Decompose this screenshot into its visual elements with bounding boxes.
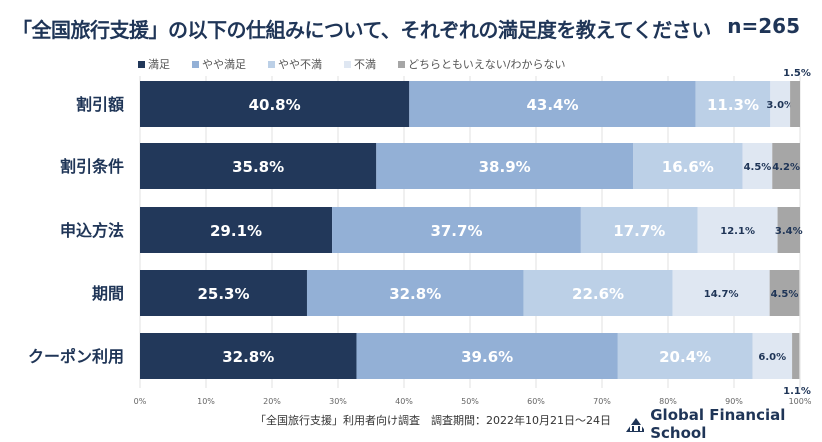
bar-segment xyxy=(140,270,307,316)
bar-segment xyxy=(792,333,800,379)
data-label: 20.4% xyxy=(659,348,711,366)
data-label: 6.0% xyxy=(758,352,786,363)
x-tick-label: 40% xyxy=(395,397,413,406)
bar-segment xyxy=(580,207,698,253)
x-tick-label: 50% xyxy=(461,397,479,406)
bar-segment xyxy=(790,81,800,127)
bar-segment xyxy=(617,333,753,379)
bar-segment xyxy=(140,81,410,127)
school-logo-icon xyxy=(626,418,645,432)
bar-segment xyxy=(332,207,581,253)
data-label: 17.7% xyxy=(613,222,665,240)
data-label: 32.8% xyxy=(222,348,274,366)
category-label: 申込方法 xyxy=(60,221,124,240)
legend-label: 不満 xyxy=(354,58,376,71)
legend-label: 満足 xyxy=(148,58,170,71)
legend-swatch xyxy=(192,61,199,68)
data-label: 11.3% xyxy=(707,96,759,114)
legend-label: どちらともいえない/わからない xyxy=(408,58,566,71)
data-label: 4.2% xyxy=(772,162,800,173)
legend-label: やや不満 xyxy=(278,58,322,71)
legend-swatch xyxy=(398,61,405,68)
x-tick-label: 30% xyxy=(329,397,347,406)
bar-segment xyxy=(409,81,696,127)
data-label: 3.0% xyxy=(766,100,794,111)
data-label: 22.6% xyxy=(572,285,624,303)
data-label: 14.7% xyxy=(704,289,739,300)
category-label: 期間 xyxy=(92,284,124,303)
bar-segment xyxy=(697,207,778,253)
bar-segment xyxy=(672,270,770,316)
x-tick-label: 0% xyxy=(134,397,147,406)
legend-swatch xyxy=(344,61,351,68)
bar-segment xyxy=(523,270,673,316)
legend-item: 不満 xyxy=(344,56,376,72)
x-tick-label: 80% xyxy=(659,397,677,406)
legend: 満足 やや満足 やや不満 不満 どちらともいえない/わからない xyxy=(138,56,566,72)
x-tick-label: 20% xyxy=(263,397,281,406)
legend-item: やや満足 xyxy=(192,56,246,72)
bar-segment xyxy=(695,81,771,127)
legend-item: 満足 xyxy=(138,56,170,72)
x-tick-label: 90% xyxy=(725,397,743,406)
data-label: 3.4% xyxy=(775,226,803,237)
sample-size: n=265 xyxy=(727,14,800,38)
data-label: 40.8% xyxy=(249,96,301,114)
bar-segment xyxy=(633,143,743,189)
logo: Global Financial School xyxy=(625,406,822,442)
data-label: 1.1% xyxy=(783,386,811,397)
data-label: 1.5% xyxy=(783,68,811,79)
bar-segment xyxy=(140,143,377,189)
legend-item: やや不満 xyxy=(268,56,322,72)
legend-swatch xyxy=(138,61,145,68)
data-label: 37.7% xyxy=(430,222,482,240)
data-label: 32.8% xyxy=(389,285,441,303)
bar-segment xyxy=(770,81,791,127)
data-label: 43.4% xyxy=(526,96,578,114)
chart-title: 「全国旅行支援」の以下の仕組みについて、それぞれの満足度を教えてください xyxy=(12,18,711,42)
data-label: 39.6% xyxy=(461,348,513,366)
bar-segment xyxy=(777,207,800,253)
x-tick-label: 60% xyxy=(527,397,545,406)
category-label: クーポン利用 xyxy=(28,347,124,366)
x-tick-label: 70% xyxy=(593,397,611,406)
data-label: 35.8% xyxy=(232,158,284,176)
data-label: 4.5% xyxy=(744,162,772,173)
bar-segment xyxy=(140,333,357,379)
bar-segment xyxy=(356,333,618,379)
data-label: 4.5% xyxy=(771,289,799,300)
x-tick-label: 10% xyxy=(197,397,215,406)
legend-label: やや満足 xyxy=(202,58,246,71)
legend-swatch xyxy=(268,61,275,68)
data-label: 29.1% xyxy=(210,222,262,240)
footer-note: 「全国旅行支援」利用者向け調査 調査期間：2022年10月21日～24日 xyxy=(255,414,611,427)
data-label: 16.6% xyxy=(662,158,714,176)
bar-segment xyxy=(376,143,634,189)
bar-segment xyxy=(772,143,800,189)
logo-text: Global Financial School xyxy=(650,406,786,442)
bar-segment xyxy=(742,143,773,189)
data-label: 38.9% xyxy=(479,158,531,176)
category-label: 割引額 xyxy=(76,95,124,114)
bar-segment xyxy=(752,333,793,379)
legend-item: どちらともいえない/わからない xyxy=(398,56,566,72)
data-label: 25.3% xyxy=(197,285,249,303)
x-tick-label: 100% xyxy=(789,397,812,406)
category-label: 割引条件 xyxy=(60,157,124,176)
bar-segment xyxy=(140,207,333,253)
bar-segment xyxy=(769,270,800,316)
data-label: 12.1% xyxy=(720,226,755,237)
bar-segment xyxy=(306,270,524,316)
